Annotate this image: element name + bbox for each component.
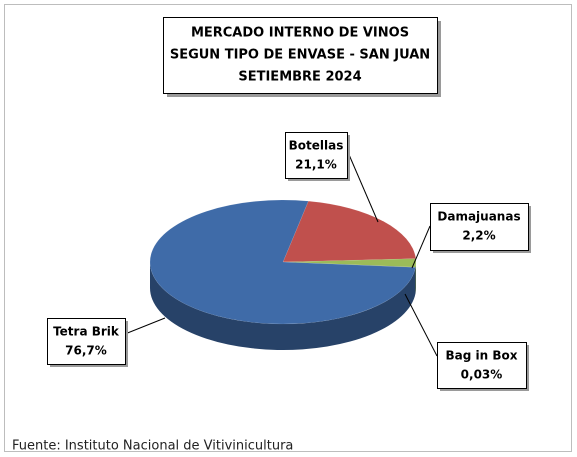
title-box — [163, 17, 438, 94]
label-box — [285, 132, 348, 179]
leader-line — [411, 225, 431, 269]
slice-label: Tetra Brik — [53, 325, 120, 339]
slice-value: 76,7% — [65, 344, 107, 358]
label-box — [437, 342, 527, 389]
chart-title: MERCADO INTERNO DE VINOS — [191, 26, 409, 41]
pie-sides — [150, 262, 416, 351]
slice — [149, 199, 416, 325]
pie-tops — [149, 199, 417, 325]
slice-value: 0,03% — [461, 368, 503, 382]
slice-value: 2,2% — [462, 229, 495, 243]
label-box — [47, 318, 126, 365]
leader-line — [404, 293, 438, 357]
source-note: Fuente: Instituto Nacional de Vitivinicu… — [12, 439, 293, 454]
label-box — [430, 203, 529, 251]
slice-side — [150, 262, 416, 351]
chart-title: SEGUN TIPO DE ENVASE - SAN JUAN — [170, 48, 430, 63]
leader-line — [346, 149, 379, 223]
slice-label: Botellas — [289, 139, 344, 153]
chart-title: SETIEMBRE 2024 — [238, 70, 361, 85]
leader-line — [124, 317, 166, 335]
slice-label: Damajuanas — [437, 210, 520, 224]
slice — [282, 200, 417, 263]
slice-label: Bag in Box — [446, 349, 518, 363]
slice-value: 21,1% — [295, 158, 337, 172]
